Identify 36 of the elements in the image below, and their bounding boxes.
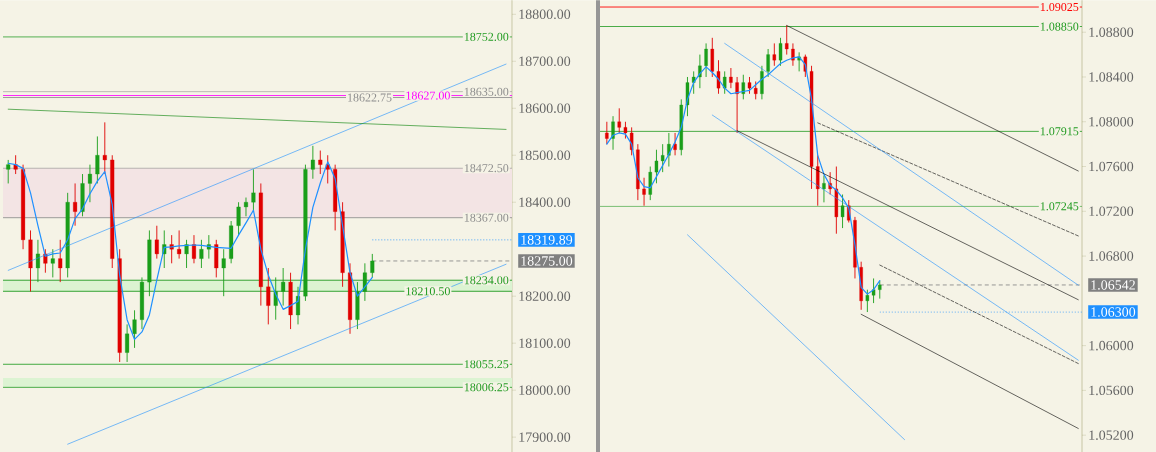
ref-line-label: 1.06300 (1091, 307, 1136, 317)
ref-line-label: 1.09025 (1040, 2, 1079, 11)
ref-line-label: 18234.00 (464, 275, 509, 285)
y-tick-label: 18800.00 (519, 9, 571, 19)
y-tick-label: 1.06000 (1089, 340, 1134, 351)
ref-line-label: 18752.00 (464, 32, 509, 41)
y-tick-label: 17900.00 (519, 432, 571, 442)
ref-line-label: 18622.75 (348, 93, 392, 102)
y-tick-label: 18700.00 (519, 56, 571, 66)
y-tick-label: 18600.00 (519, 103, 571, 113)
ref-line-label: 18367.00 (464, 213, 509, 222)
y-tick-label: 1.05600 (1089, 385, 1134, 395)
y-tick-label: 1.07600 (1089, 161, 1134, 172)
y-tick-label: 18100.00 (519, 338, 571, 348)
y-tick-label: 18200.00 (519, 291, 571, 301)
y-tick-label: 18000.00 (519, 385, 571, 395)
ref-line-label: 18275.00 (521, 256, 573, 266)
y-tick-label: 1.08400 (1089, 72, 1134, 82)
ref-line-label: 1.06542 (1091, 280, 1135, 290)
ref-line-label: 18472.50 (464, 163, 509, 173)
y-tick-label: 18500.00 (519, 150, 571, 160)
y-tick-label: 18400.00 (519, 197, 571, 207)
ref-line-label: 18635.00 (464, 87, 509, 96)
ref-line-label: 18055.25 (464, 359, 509, 369)
ref-line-label: 18627.00 (406, 91, 450, 100)
y-tick-label: 1.05200 (1089, 430, 1134, 440)
y-tick-label: 1.08800 (1089, 27, 1134, 37)
ref-line-label: 1.08850 (1040, 22, 1079, 31)
y-tick-label: 1.07200 (1089, 206, 1134, 216)
ref-line-label: 18319.89 (521, 234, 573, 245)
ref-line-label: 18210.50 (406, 287, 450, 296)
ref-line-label: 1.07915 (1040, 127, 1079, 136)
ref-line-label: 1.07245 (1040, 202, 1079, 211)
y-tick-label: 1.06800 (1089, 251, 1134, 261)
ref-line-label: 18006.25 (464, 382, 509, 392)
y-tick-label: 1.08000 (1089, 116, 1134, 127)
